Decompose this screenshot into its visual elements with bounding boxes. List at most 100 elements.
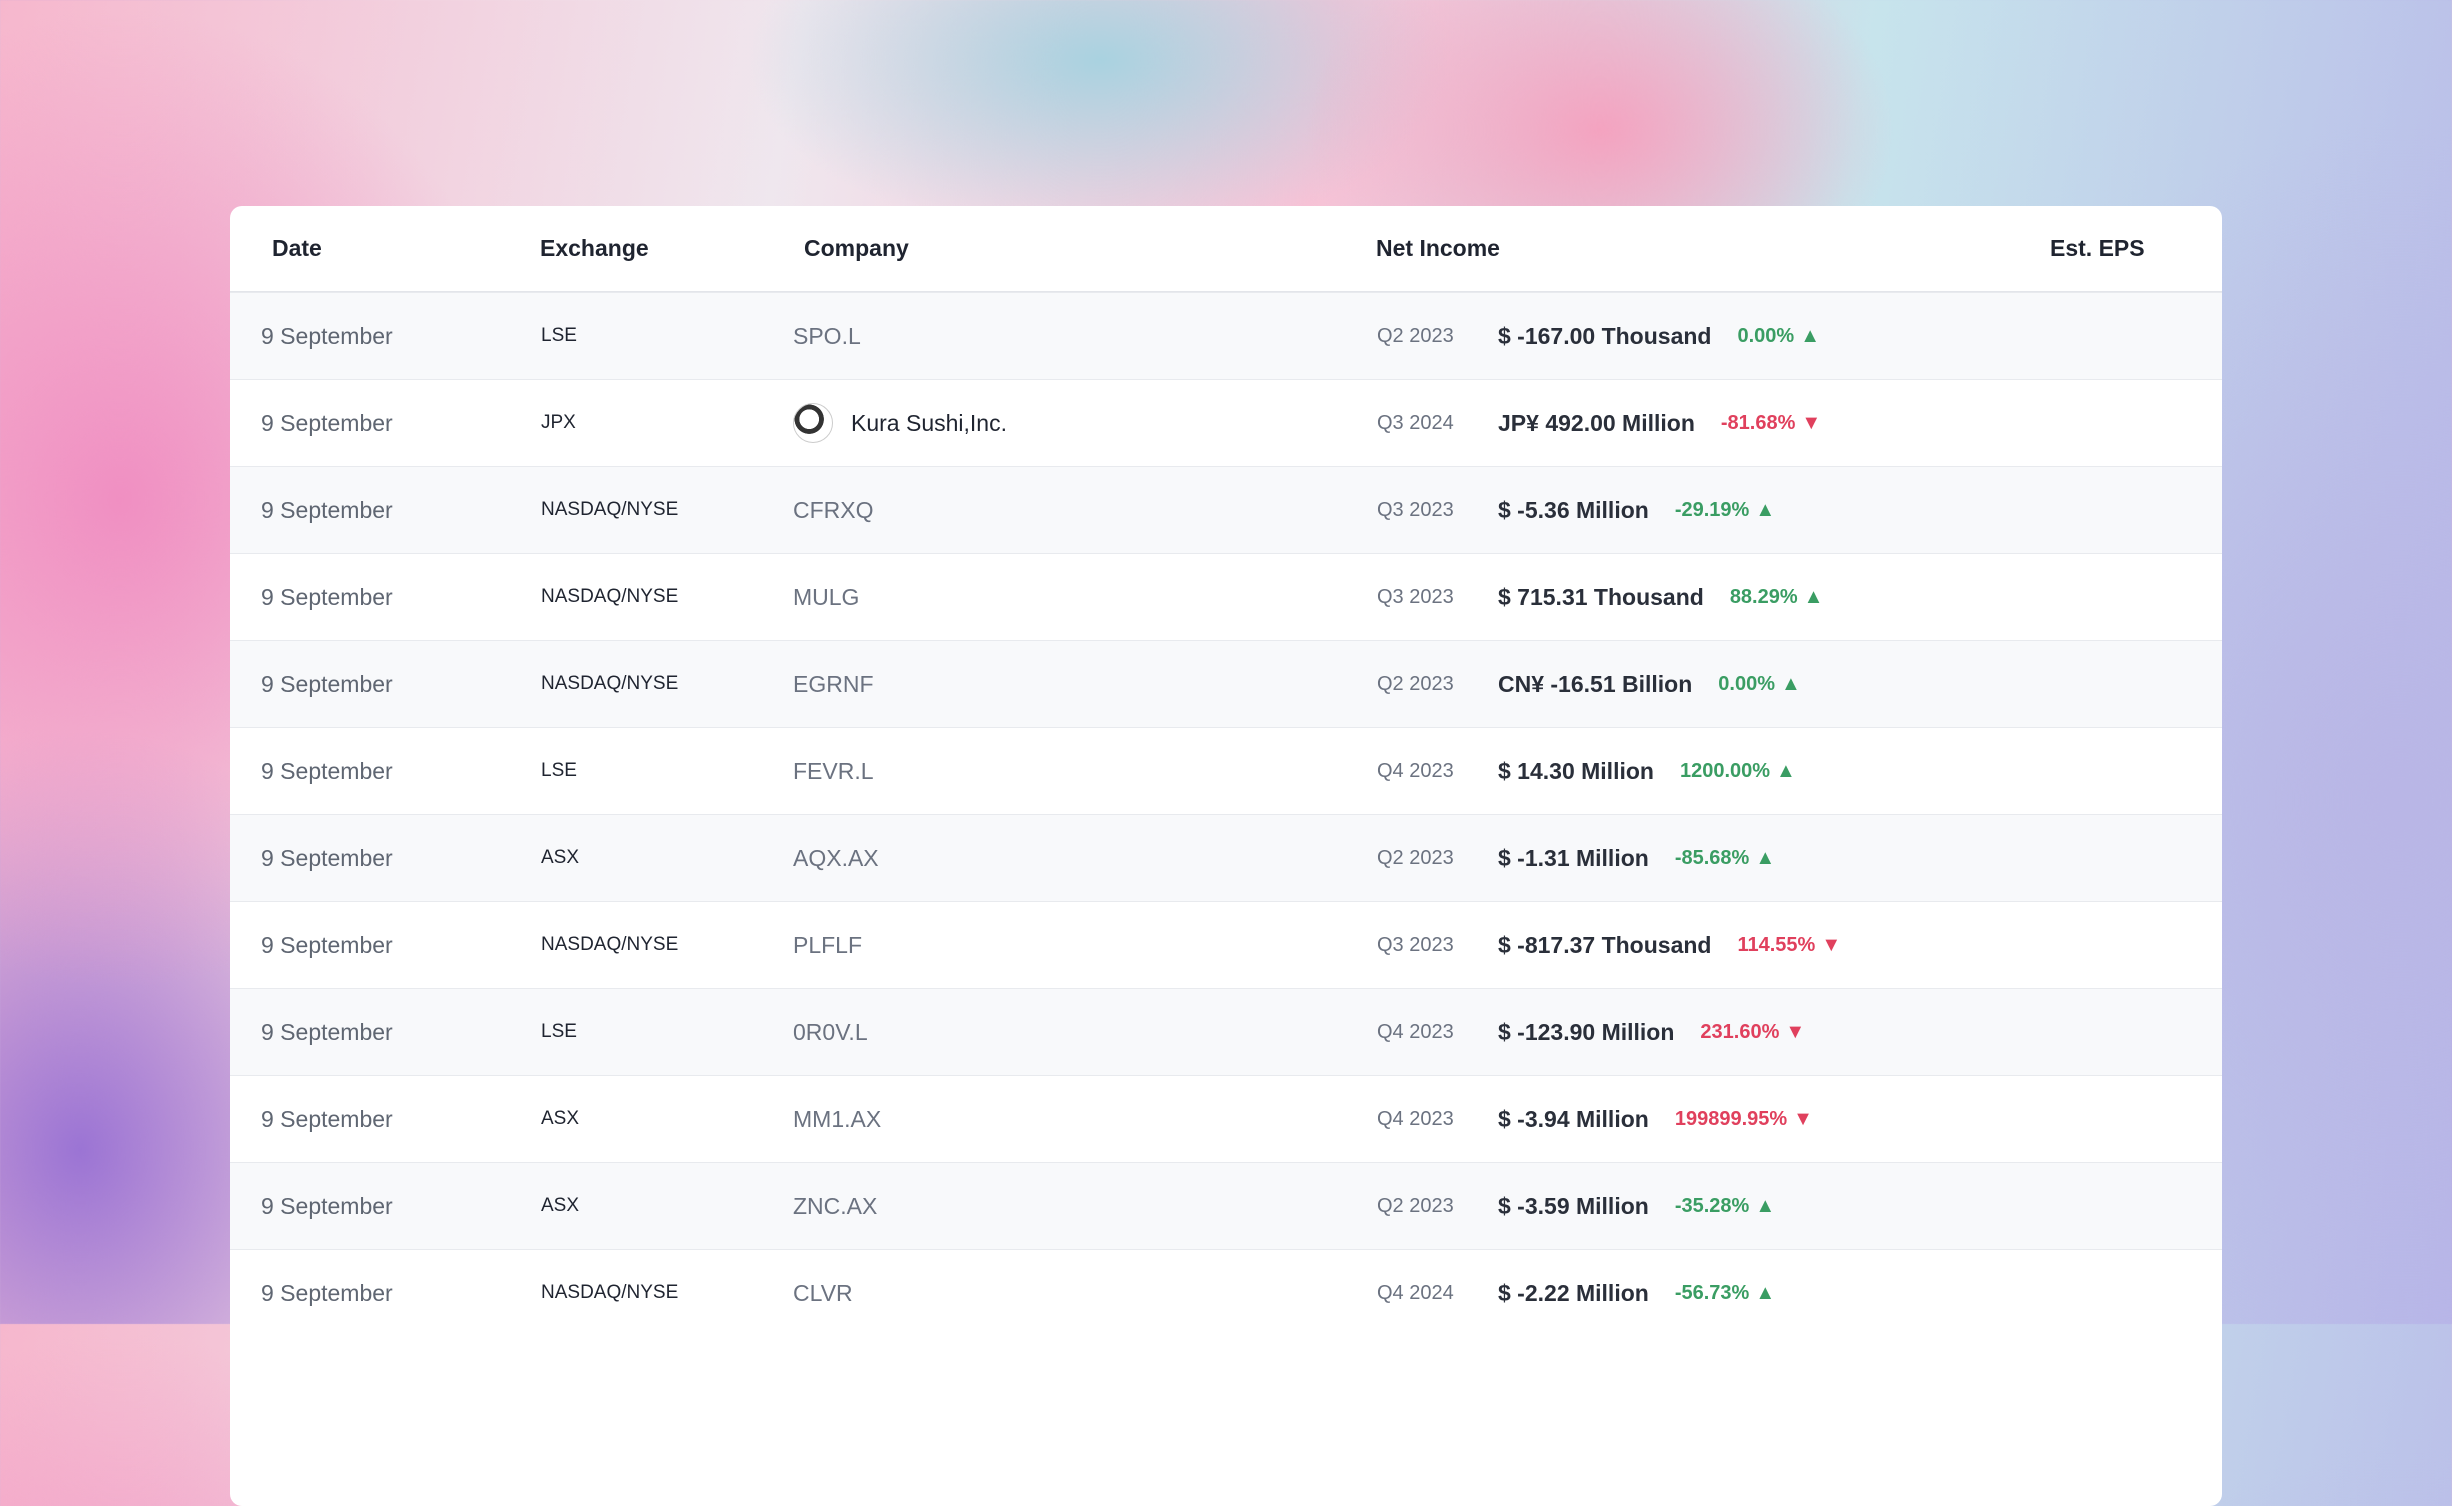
company-cell: AQX.AX (793, 815, 879, 901)
quarter-cell: Q4 2023 (1377, 1020, 1454, 1043)
table-row[interactable]: 9 September JPX Kura Sushi,Inc. Q3 2024 JP¥ … (230, 379, 2222, 466)
exchange-cell: LSE (541, 325, 577, 346)
net-income: $ -2.22 Million (1498, 1279, 1649, 1306)
table-row[interactable]: 9 September NASDAQ/NYSE CLVR Q4 2024 $ -2.22… (230, 1249, 2222, 1336)
table-row[interactable]: 9 September LSE SPO.L Q2 2023 $ -167.00 Thou… (230, 292, 2222, 379)
trend-arrow: ▼ (1821, 933, 1842, 956)
date-cell: 9 September (261, 322, 393, 349)
company-name[interactable]: FEVR.L (793, 757, 874, 784)
exchange-cell: NASDAQ/NYSE (541, 673, 679, 694)
table-row[interactable]: 9 September ASX MM1.AX Q4 2023 $ -3.94 Milli… (230, 1075, 2222, 1162)
change: -56.73% (1674, 1281, 1750, 1304)
company-name[interactable]: PLFLF (793, 931, 863, 958)
change: 231.60% (1700, 1020, 1780, 1043)
table-row[interactable]: 9 September NASDAQ/NYSE PLFLF Q3 2023 $ -817… (230, 901, 2222, 988)
date-cell: 9 September (261, 757, 393, 784)
company-cell: Kura Sushi,Inc. (793, 380, 1007, 466)
table-row[interactable]: 9 September ASX AQX.AX Q2 2023 $ -1.31 Milli… (230, 814, 2222, 901)
net-income: $ -1.31 Million (1498, 844, 1649, 871)
net-income: $ 715.31 Thousand (1498, 583, 1704, 610)
company-cell: SPO.L (793, 293, 861, 379)
net-income: $ 14.30 Million (1498, 757, 1654, 784)
company-name[interactable]: AQX.AX (793, 844, 879, 871)
column-header[interactable]: Net Income (1376, 235, 1500, 261)
trend-arrow: ▲ (1781, 672, 1801, 695)
change: 0.00% (1737, 324, 1795, 347)
exchange-cell: NASDAQ/NYSE (541, 1282, 679, 1303)
net-income: $ -817.37 Thousand (1498, 931, 1712, 958)
change: 0.00% (1718, 672, 1775, 695)
net-income-cell: JP¥ 492.00 Million -81.68% ▼ (1498, 380, 1821, 466)
company-cell: MM1.AX (793, 1076, 881, 1162)
trend-arrow: ▲ (1755, 1281, 1776, 1304)
trend-arrow: ▲ (1776, 759, 1796, 782)
column-header[interactable]: Company (804, 235, 909, 261)
change: 1200.00% (1679, 759, 1771, 782)
company-cell: ZNC.AX (793, 1163, 877, 1249)
net-income-cell: $ -3.94 Million 199899.95% ▼ (1498, 1076, 1813, 1162)
net-income-cell: $ 715.31 Thousand 88.29% ▲ (1498, 554, 1823, 640)
company-cell: EGRNF (793, 641, 874, 727)
change: -85.68% (1674, 846, 1750, 869)
quarter-cell: Q3 2024 (1377, 411, 1454, 434)
net-income-cell: $ -1.31 Million -85.68% ▲ (1498, 815, 1775, 901)
net-income-cell: $ -123.90 Million 231.60% ▼ (1498, 989, 1805, 1075)
net-income: $ -123.90 Million (1498, 1018, 1675, 1045)
column-header[interactable]: Est. EPS (2050, 235, 2145, 261)
net-income: $ -5.36 Million (1498, 496, 1649, 523)
trend-arrow: ▲ (1803, 585, 1824, 608)
company-name[interactable]: SPO.L (793, 322, 861, 349)
change: 88.29% (1729, 585, 1798, 608)
date-cell: 9 September (261, 409, 393, 436)
quarter-cell: Q2 2023 (1377, 672, 1454, 695)
trend-arrow: ▲ (1755, 1194, 1776, 1217)
table-row[interactable]: 9 September ASX ZNC.AX Q2 2023 $ -3.59 Milli… (230, 1162, 2222, 1249)
exchange-cell: ASX (541, 1195, 580, 1216)
company-name[interactable]: CFRXQ (793, 496, 874, 523)
company-cell: PLFLF (793, 902, 862, 988)
net-income-cell: $ -817.37 Thousand 114.55% ▼ (1498, 902, 1841, 988)
net-income-cell: $ -3.59 Million -35.28% ▲ (1498, 1163, 1775, 1249)
date-cell: 9 September (261, 1018, 393, 1045)
company-name[interactable]: MM1.AX (793, 1105, 882, 1132)
company-name[interactable]: EGRNF (793, 670, 874, 697)
table-row[interactable]: 9 September NASDAQ/NYSE EGRNF Q2 2023 CN¥ -1… (230, 640, 2222, 727)
column-header[interactable]: Date (272, 235, 322, 261)
quarter-cell: Q2 2023 (1377, 846, 1454, 869)
company-name[interactable]: ZNC.AX (793, 1192, 878, 1219)
exchange-cell: ASX (541, 847, 580, 868)
company-cell: CLVR (793, 1250, 853, 1336)
table-row[interactable]: 9 September NASDAQ/NYSE CFRXQ Q3 2023 $ -5.3… (230, 466, 2222, 553)
net-income: $ -167.00 Thousand (1498, 322, 1712, 349)
quarter-cell: Q3 2023 (1377, 933, 1454, 956)
quarter-cell: Q4 2023 (1377, 759, 1454, 782)
table-row[interactable]: 9 September NASDAQ/NYSE MULG Q3 2023 $ 715.3… (230, 553, 2222, 640)
exchange-cell: NASDAQ/NYSE (541, 586, 679, 607)
page: Date Exchange Company Net Income Est. EPS 9 … (0, 0, 2452, 1324)
date-cell: 9 September (261, 1279, 393, 1306)
date-cell: 9 September (261, 1192, 393, 1219)
company-logo (793, 403, 833, 443)
exchange-cell: LSE (541, 1021, 577, 1042)
net-income: $ -3.94 Million (1498, 1105, 1649, 1132)
net-income: JP¥ 492.00 Million (1498, 409, 1695, 436)
net-income-cell: $ 14.30 Million 1200.00% ▲ (1498, 728, 1796, 814)
quarter-cell: Q4 2024 (1377, 1281, 1454, 1304)
table-row[interactable]: 9 September LSE FEVR.L Q4 2023 $ 14.30 Milli… (230, 727, 2222, 814)
company-cell: FEVR.L (793, 728, 874, 814)
company-name[interactable]: 0R0V.L (793, 1018, 868, 1045)
table-row[interactable]: 9 September LSE 0R0V.L Q4 2023 $ -123.90 Mil… (230, 988, 2222, 1075)
trend-arrow: ▲ (1755, 846, 1776, 869)
date-cell: 9 September (261, 670, 393, 697)
change: -81.68% (1720, 411, 1796, 434)
date-cell: 9 September (261, 931, 393, 958)
company-cell: CFRXQ (793, 467, 874, 553)
trend-arrow: ▼ (1793, 1107, 1813, 1130)
company-name[interactable]: CLVR (793, 1279, 853, 1306)
company-name[interactable]: Kura Sushi,Inc. (851, 409, 1007, 436)
company-name[interactable]: MULG (793, 583, 860, 610)
column-header[interactable]: Exchange (540, 235, 649, 261)
table-header: Date Exchange Company Net Income Est. EPS (230, 206, 2222, 292)
net-income: CN¥ -16.51 Billion (1498, 670, 1693, 697)
net-income-cell: CN¥ -16.51 Billion 0.00% ▲ (1498, 641, 1801, 727)
